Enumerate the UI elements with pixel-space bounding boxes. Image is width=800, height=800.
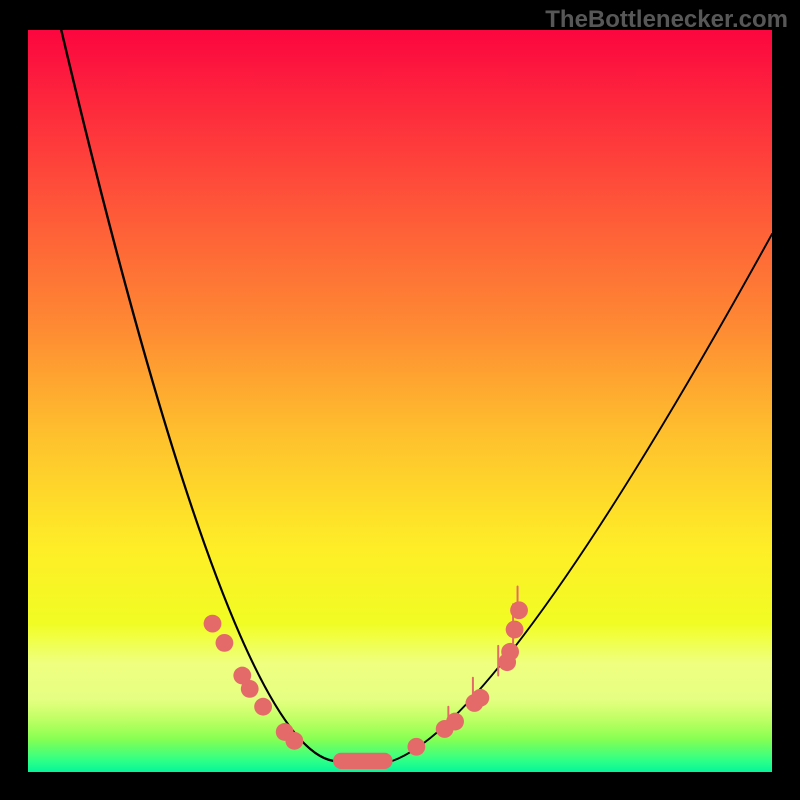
chart-svg bbox=[28, 30, 772, 772]
chart-plot bbox=[28, 30, 772, 772]
watermark-label: TheBottlenecker.com bbox=[545, 6, 788, 34]
